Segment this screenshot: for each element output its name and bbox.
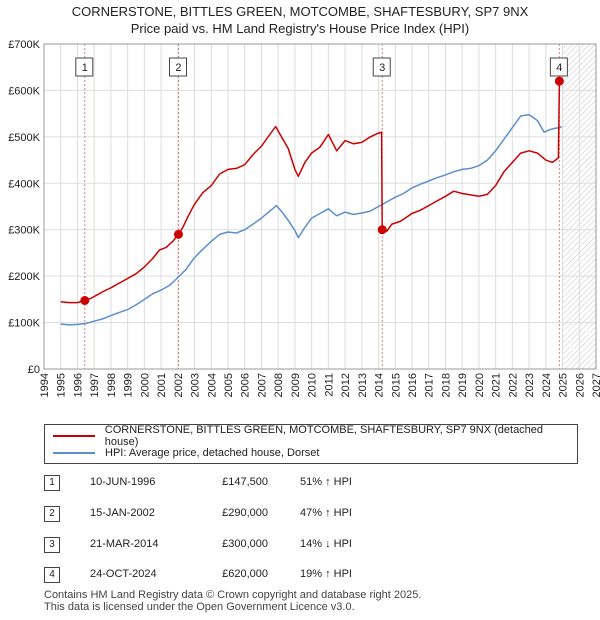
- x-tick-label: 2004: [206, 373, 218, 397]
- x-tick-label: 2002: [173, 373, 185, 397]
- x-tick-label: 2012: [340, 373, 352, 397]
- sale-date: 10-JUN-1996: [90, 476, 156, 488]
- x-tick-label: 2014: [374, 373, 386, 397]
- price-chart: £0 £100K £200K £300K £400K £500K £600K £700K 199…: [8, 39, 600, 397]
- footer-copyright: Contains HM Land Registry data © Crown c…: [44, 589, 422, 601]
- sale-label-box: [549, 57, 568, 77]
- x-tick-label: 1994: [39, 373, 51, 397]
- x-tick-label: 2005: [223, 373, 235, 397]
- x-tick-label: 2001: [156, 373, 168, 397]
- x-tick-label: 2015: [390, 373, 402, 397]
- sale-date: 21-MAR-2014: [90, 538, 159, 550]
- x-tick-label: 2006: [240, 373, 252, 397]
- plot-background: [44, 44, 596, 369]
- sale-hpi-change: 14% ↓ HPI: [300, 538, 352, 550]
- series-line-property: [60, 78, 563, 304]
- y-tick-label: £600K: [8, 85, 40, 97]
- y-tick-label: £200K: [8, 271, 40, 283]
- legend-label-property: CORNERSTONE, BITTLES GREEN, MOTCOMBE, SH…: [104, 424, 544, 448]
- y-tick-label: £0: [28, 364, 40, 376]
- y-tick-label: £300K: [8, 225, 40, 237]
- x-tick-label: 2027: [591, 373, 600, 397]
- x-tick-label: 2025: [558, 373, 570, 397]
- legend-label-hpi: HPI: Average price, detached house, Dors…: [105, 447, 320, 459]
- sale-point: [80, 296, 90, 306]
- x-tick-label: 2009: [290, 373, 302, 397]
- x-tick-label: 2022: [507, 373, 519, 397]
- x-tick-label: 1999: [123, 373, 135, 397]
- sale-point: [377, 225, 387, 235]
- sale-row-2: 2 15-JAN-2002 £290,000 47% ↑ HPI: [44, 506, 584, 524]
- sale-date: 15-JAN-2002: [90, 507, 155, 519]
- sale-row-4: 4 24-OCT-2024 £620,000 19% ↑ HPI: [44, 567, 584, 585]
- footer-licence: This data is licensed under the Open Gov…: [44, 601, 355, 613]
- sale-label-number: 1: [82, 62, 88, 74]
- sale-date: 24-OCT-2024: [90, 568, 157, 580]
- x-tick-label: 1998: [106, 373, 118, 397]
- legend-swatch-hpi: [53, 452, 95, 454]
- x-tick-label: 1995: [56, 373, 68, 397]
- legend-item-hpi: HPI: Average price, detached house, Dors…: [53, 445, 319, 461]
- sale-point: [173, 229, 183, 239]
- x-tick-label: 2019: [457, 373, 469, 397]
- legend-swatch-property: [53, 435, 95, 437]
- chart-subtitle: Price paid vs. HM Land Registry's House …: [130, 21, 470, 36]
- series-line-hpi: [60, 113, 562, 326]
- sale-row-1: 1 10-JUN-1996 £147,500 51% ↑ HPI: [44, 475, 584, 493]
- x-tick-label: 1997: [89, 373, 101, 397]
- x-tick-label: 1996: [72, 373, 84, 397]
- x-tick-label: 2007: [256, 373, 268, 397]
- sale-price: £300,000: [222, 538, 268, 550]
- x-tick-label: 2013: [357, 373, 369, 397]
- x-tick-label: 2017: [424, 373, 436, 397]
- sale-number: 2: [44, 506, 60, 522]
- sale-number: 1: [44, 475, 60, 491]
- legend: CORNERSTONE, BITTLES GREEN, MOTCOMBE, SH…: [44, 424, 578, 464]
- y-tick-label: £100K: [8, 318, 40, 330]
- y-tick-label: £500K: [8, 132, 40, 144]
- x-tick-label: 2016: [407, 373, 419, 397]
- sale-label-box: [168, 57, 187, 77]
- sale-hpi-change: 19% ↑ HPI: [300, 568, 352, 580]
- x-tick-label: 2010: [307, 373, 319, 397]
- x-tick-label: 2008: [273, 373, 285, 397]
- sale-hpi-change: 51% ↑ HPI: [300, 476, 352, 488]
- x-tick-label: 2021: [491, 373, 503, 397]
- sale-label-number: 4: [556, 62, 562, 74]
- sale-number: 3: [44, 537, 60, 553]
- x-tick-label: 2000: [139, 373, 151, 397]
- x-tick-label: 2003: [190, 373, 202, 397]
- x-tick-label: 2026: [574, 373, 586, 397]
- y-tick-label: £700K: [8, 39, 40, 51]
- x-tick-label: 2024: [541, 373, 553, 397]
- sale-price: £620,000: [222, 568, 268, 580]
- sale-row-3: 3 21-MAR-2014 £300,000 14% ↓ HPI: [44, 537, 584, 555]
- sale-number: 4: [44, 567, 60, 583]
- legend-item-property: CORNERSTONE, BITTLES GREEN, MOTCOMBE, SH…: [53, 424, 577, 448]
- sale-hpi-change: 47% ↑ HPI: [300, 507, 352, 519]
- plot-frame: [43, 43, 597, 370]
- x-tick-label: 2011: [323, 373, 335, 397]
- x-tick-label: 2018: [440, 373, 452, 397]
- x-tick-label: 2020: [474, 373, 486, 397]
- y-tick-label: £400K: [8, 178, 40, 190]
- sale-price: £147,500: [222, 476, 268, 488]
- sale-price: £290,000: [222, 507, 268, 519]
- pre-data-region: [44, 44, 61, 369]
- sale-label-box: [372, 57, 391, 77]
- sale-point: [554, 76, 564, 86]
- x-tick-label: 2023: [524, 373, 536, 397]
- sale-label-number: 3: [379, 62, 385, 74]
- sale-label-box: [75, 57, 94, 77]
- chart-title: CORNERSTONE, BITTLES GREEN, MOTCOMBE, SH…: [71, 4, 529, 19]
- sale-label-number: 2: [175, 62, 181, 74]
